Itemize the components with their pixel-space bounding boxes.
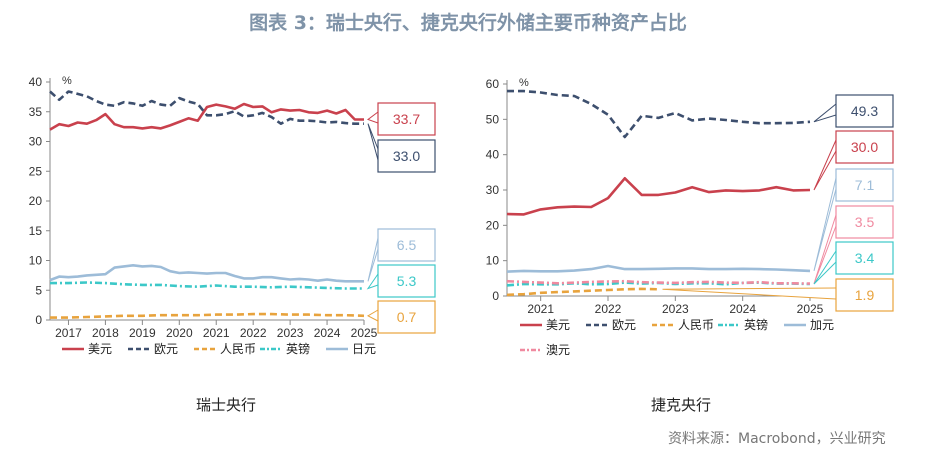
page-title: 图表 3：瑞士央行、捷克央行外储主要币种资产占比 xyxy=(249,12,687,34)
czech-tag-pointer xyxy=(813,250,837,285)
swiss-y-tick-label: 40 xyxy=(29,75,43,89)
swiss-series-英镑 xyxy=(50,281,364,290)
czech-legend-label: 英镑 xyxy=(744,317,768,332)
czech-x-tick-label: 2021 xyxy=(527,302,554,316)
swiss-series-人民币 xyxy=(50,312,365,319)
swiss-series-欧元 xyxy=(49,90,364,125)
czech-series-澳元 xyxy=(506,279,811,285)
czech-tag-box xyxy=(835,168,894,202)
czech-y-tick-label: 20 xyxy=(486,218,500,232)
swiss-x-tick-label: 2018 xyxy=(92,326,119,340)
swiss-tag-pointer xyxy=(366,273,379,290)
swiss-series-美元 xyxy=(49,102,364,131)
czech-tag-box xyxy=(835,241,894,275)
czech-unit-label: % xyxy=(519,77,529,89)
swiss-y-tick-label: 10 xyxy=(29,254,43,268)
czech-y-tick-label: 30 xyxy=(486,183,500,197)
swiss-legend-label: 人民币 xyxy=(220,342,256,356)
czech-legend-label: 人民币 xyxy=(678,318,714,332)
swiss-tag-box xyxy=(377,139,436,173)
swiss-legend-label: 美元 xyxy=(88,342,112,356)
swiss-y-tick-label: 25 xyxy=(29,164,43,178)
czech-legend-label: 澳元 xyxy=(546,343,570,357)
swiss-tag-pointer xyxy=(366,309,379,322)
czech-legend-label: 加元 xyxy=(810,318,834,332)
czech-tag-pointer xyxy=(813,177,837,272)
czech-end-label-澳元: 3.5 xyxy=(855,214,875,230)
swiss-end-label-日元: 6.5 xyxy=(397,237,417,253)
source-note: 资料来源：Macrobond，兴业研究 xyxy=(668,431,886,447)
czech-series-欧元 xyxy=(507,89,811,139)
swiss-x-tick-label: 2017 xyxy=(55,326,82,340)
swiss-end-label-美元: 33.7 xyxy=(393,111,420,127)
czech-tag-pointer xyxy=(813,139,837,191)
czech-y-tick-label: 10 xyxy=(486,254,500,268)
swiss-end-label-欧元: 33.0 xyxy=(393,148,420,164)
swiss-tag-box xyxy=(377,300,436,334)
swiss-tag-pointer xyxy=(367,237,379,282)
czech-end-label-加元: 7.1 xyxy=(855,177,875,193)
swiss-y-tick-label: 0 xyxy=(35,313,42,327)
czech-tag-box xyxy=(835,205,894,239)
swiss-legend-label: 日元 xyxy=(352,342,376,356)
swiss-tag-pointer xyxy=(367,123,379,161)
czech-end-label-英镑: 3.4 xyxy=(855,250,875,266)
czech-y-tick-label: 60 xyxy=(486,77,500,91)
swiss-x-tick-label: 2024 xyxy=(314,326,341,340)
czech-tag-box xyxy=(835,278,894,312)
swiss-x-tick-label: 2020 xyxy=(166,326,193,340)
czech-series-美元 xyxy=(506,177,811,216)
czech-tag-pointer xyxy=(813,103,837,123)
swiss-tag-pointer xyxy=(366,111,379,124)
swiss-y-tick-label: 5 xyxy=(35,283,42,297)
swiss-legend-label: 欧元 xyxy=(154,342,178,356)
czech-end-label-欧元: 49.3 xyxy=(851,103,878,119)
czech-tag-pointer xyxy=(662,287,837,300)
panel-title-czech: 捷克央行 xyxy=(651,396,712,414)
czech-series-人民币 xyxy=(506,287,659,297)
swiss-tag-box xyxy=(377,102,436,136)
czech-y-tick-label: 50 xyxy=(486,112,500,126)
czech-x-tick-label: 2023 xyxy=(662,302,689,316)
swiss-legend-label: 英镑 xyxy=(286,341,310,356)
swiss-end-label-人民币: 0.7 xyxy=(397,309,417,325)
czech-end-label-人民币: 1.9 xyxy=(855,287,875,303)
czech-legend-label: 美元 xyxy=(546,318,570,332)
chart-czech: 0 10 20 30 40 50 60 % 2021 2022 2023 2024 2025 49.3 30… xyxy=(486,77,894,357)
czech-x-tick-label: 2022 xyxy=(595,302,622,316)
swiss-y-tick-label: 20 xyxy=(29,194,43,208)
czech-series-加元 xyxy=(506,264,811,273)
swiss-x-tick-label: 2019 xyxy=(129,326,156,340)
swiss-unit-label: % xyxy=(62,75,72,87)
swiss-x-tick-label: 2025 xyxy=(351,326,378,340)
czech-y-tick-label: 0 xyxy=(492,289,499,303)
czech-legend-label: 欧元 xyxy=(612,318,636,332)
swiss-y-tick-label: 15 xyxy=(29,224,43,238)
swiss-x-tick-label: 2022 xyxy=(240,326,267,340)
swiss-tag-box xyxy=(377,228,436,262)
czech-end-label-美元: 30.0 xyxy=(851,139,878,155)
swiss-y-tick-label: 35 xyxy=(29,105,43,119)
czech-x-tick-label: 2025 xyxy=(797,302,824,316)
panel-title-swiss: 瑞士央行 xyxy=(196,396,257,414)
swiss-tag-box xyxy=(377,264,436,298)
swiss-series-日元 xyxy=(49,264,364,283)
czech-tag-box xyxy=(835,130,894,164)
swiss-y-tick-label: 30 xyxy=(29,135,43,149)
swiss-end-label-英镑: 5.3 xyxy=(397,273,417,289)
swiss-x-tick-label: 2023 xyxy=(277,326,304,340)
czech-y-tick-label: 40 xyxy=(486,148,500,162)
czech-x-tick-label: 2024 xyxy=(729,302,756,316)
czech-tag-box xyxy=(835,94,894,128)
swiss-x-tick-label: 2021 xyxy=(203,326,230,340)
